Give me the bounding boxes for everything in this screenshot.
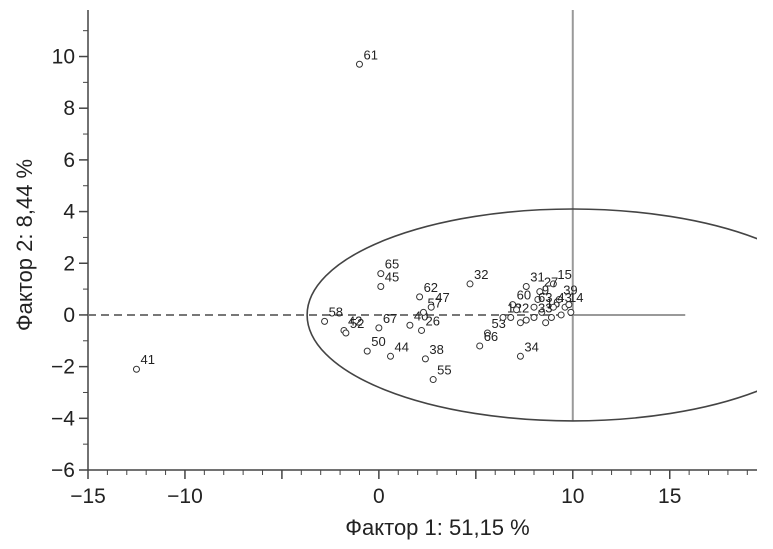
data-point [476, 342, 484, 350]
point-label: 50 [371, 334, 385, 349]
y-tick-label: 4 [63, 201, 75, 224]
point-label: 33 [538, 301, 552, 316]
point-label: 34 [524, 339, 538, 354]
data-point [538, 308, 546, 316]
x-axis-title: Фактор 1: 51,15 % [345, 515, 529, 540]
data-point [483, 329, 491, 337]
x-tick-label: −10 [167, 485, 203, 508]
data-point [534, 295, 542, 303]
y-tick-label: 10 [52, 46, 75, 69]
data-point [466, 280, 474, 288]
point-label: 31 [530, 270, 544, 285]
data-point [429, 376, 437, 384]
point-label: 55 [437, 363, 451, 378]
data-point [421, 355, 429, 363]
data-point [567, 308, 575, 316]
data-point [522, 283, 530, 291]
plot-frame [87, 10, 757, 471]
data-point [516, 319, 524, 327]
data-point [416, 293, 424, 301]
point-label: 67 [383, 311, 397, 326]
data-point [499, 314, 507, 322]
data-point [536, 288, 544, 296]
data-point [565, 301, 573, 309]
data-point [342, 329, 350, 337]
data-point [418, 326, 426, 334]
data-point [375, 324, 383, 332]
data-point [406, 321, 414, 329]
data-point [363, 347, 371, 355]
y-tick-label: 6 [63, 149, 75, 172]
x-tick-label: 15 [658, 485, 681, 508]
data-point [132, 365, 140, 373]
y-tick-label: 8 [63, 97, 75, 120]
data-point [427, 303, 435, 311]
y-tick-label: −6 [51, 459, 75, 482]
x-tick-label: −15 [70, 485, 106, 508]
data-point [321, 317, 329, 325]
confidence-ellipse [306, 208, 757, 422]
point-label: 61 [363, 47, 377, 62]
point-label: 65 [385, 257, 399, 272]
data-point [530, 303, 538, 311]
point-label: 60 [517, 288, 531, 303]
confidence-ellipse-layer [306, 208, 757, 422]
point-label: 14 [569, 290, 583, 305]
point-label: 38 [429, 342, 443, 357]
point-label: 41 [140, 352, 154, 367]
point-label: 42 [348, 313, 362, 328]
y-tick-label: 0 [63, 304, 75, 327]
data-point [557, 311, 565, 319]
point-label: 9 [542, 282, 549, 297]
data-point [377, 270, 385, 278]
data-point [419, 308, 427, 316]
data-point [507, 314, 515, 322]
point-label: 27 [544, 275, 558, 290]
data-point [377, 283, 385, 291]
data-point [513, 306, 521, 314]
data-point [355, 60, 363, 68]
data-point [549, 303, 557, 311]
axis-ticks: −15 −10 0 10 15 −6 −4 −2 0 2 4 6 8 10 [51, 30, 748, 508]
point-label: 66 [484, 329, 498, 344]
data-point [549, 280, 557, 288]
point-label: 44 [395, 339, 409, 354]
point-label: 39 [563, 282, 577, 297]
data-point [555, 295, 563, 303]
point-label: 15 [557, 267, 571, 282]
point-label: 52 [350, 316, 364, 331]
point-label: 62 [424, 280, 438, 295]
point-label: 63 [538, 290, 552, 305]
data-point [530, 314, 538, 322]
data-point [387, 352, 395, 360]
point-label: 58 [329, 304, 343, 319]
x-tick-label: 0 [373, 485, 385, 508]
data-point [542, 319, 550, 327]
y-axis-title: Фактор 2: 8,44 % [12, 159, 37, 331]
data-point [547, 314, 555, 322]
y-tick-label: −4 [51, 407, 75, 430]
y-tick-label: 2 [63, 252, 75, 275]
reference-lines [88, 10, 686, 421]
point-label: 47 [435, 290, 449, 305]
point-label: 26 [426, 313, 440, 328]
data-point [522, 316, 530, 324]
x-tick-label: 10 [561, 485, 584, 508]
point-label: 45 [385, 270, 399, 285]
y-tick-label: −2 [51, 356, 75, 379]
data-point [509, 301, 517, 309]
data-point [516, 352, 524, 360]
point-label: 32 [474, 267, 488, 282]
